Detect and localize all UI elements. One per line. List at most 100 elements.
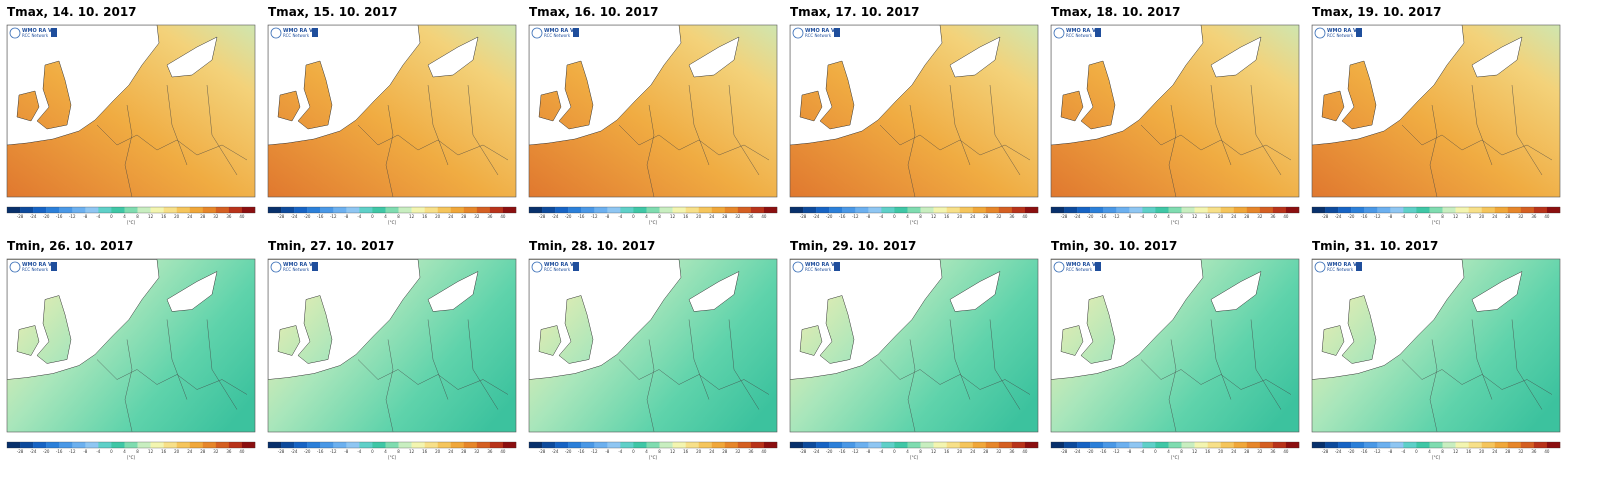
- colorbar-segment: [1207, 207, 1221, 213]
- colorbar-tick-label: -16: [56, 214, 63, 219]
- map-frame: [1311, 24, 1561, 198]
- colorbar-tick-label: 24: [448, 214, 454, 219]
- colorbar-segment: [268, 442, 282, 448]
- colorbar-segment: [1168, 207, 1182, 213]
- colorbar-tick-label: 36: [1009, 214, 1015, 219]
- logo-emblem: [792, 27, 804, 39]
- colorbar-unit: [°C]: [1171, 220, 1179, 225]
- colorbar-tick-label: 40: [1022, 214, 1028, 219]
- colorbar-segment: [972, 442, 986, 448]
- colorbar-tick-label: -4: [879, 449, 883, 454]
- colorbar-segment: [1142, 207, 1156, 213]
- logo-emblem: [531, 261, 543, 273]
- colorbar-tick-label: 4: [906, 214, 909, 219]
- colorbar-segment: [581, 442, 595, 448]
- colorbar-tick-label: -8: [866, 449, 870, 454]
- panel-title: Tmax, 17. 10. 2017: [790, 5, 920, 19]
- panel-title: Tmax, 16. 10. 2017: [529, 5, 659, 19]
- logo-badge: [1095, 28, 1101, 37]
- logo-network: RCC Network: [22, 267, 49, 272]
- colorbar-segment: [1442, 442, 1456, 448]
- colorbar-segment: [1325, 207, 1339, 213]
- colorbar-tick-label: 12: [1453, 449, 1459, 454]
- colorbar-tick-label: 4: [1167, 449, 1170, 454]
- colorbar-segment: [633, 442, 647, 448]
- colorbar-tick-label: 12: [409, 449, 415, 454]
- colorbar-frame: [1311, 441, 1561, 449]
- colorbar-tick-label: -4: [1140, 449, 1144, 454]
- logo-emblem: [1314, 261, 1326, 273]
- logo-network: RCC Network: [283, 33, 310, 38]
- colorbar-unit: [°C]: [1432, 220, 1440, 225]
- colorbar-segment: [946, 207, 960, 213]
- colorbar-tick-label: 40: [1544, 449, 1550, 454]
- logo-network: RCC Network: [805, 33, 832, 38]
- colorbar-segment: [829, 442, 843, 448]
- colorbar-tick-label: 20: [435, 449, 441, 454]
- colorbar-segment: [542, 207, 556, 213]
- colorbar-segment: [46, 442, 60, 448]
- colorbar-tick-label: 32: [735, 214, 741, 219]
- colorbar-segment: [959, 207, 973, 213]
- colorbar-segment: [607, 442, 621, 448]
- colorbar-segment: [1090, 442, 1104, 448]
- colorbar-tick-label: -8: [83, 449, 87, 454]
- colorbar-tick-label: 32: [996, 449, 1002, 454]
- colorbar-tick-label: 20: [957, 214, 963, 219]
- colorbar-segment: [763, 442, 778, 448]
- colorbar-tick-label: 8: [919, 214, 922, 219]
- colorbar-tick-label: -12: [69, 214, 76, 219]
- colorbar-segment: [176, 207, 190, 213]
- colorbar-tick-label: -24: [552, 214, 559, 219]
- colorbar-segment: [711, 442, 725, 448]
- colorbar-tick-label: -16: [1100, 214, 1107, 219]
- colorbar-segment: [816, 207, 830, 213]
- map-frame: [1050, 258, 1300, 433]
- colorbar-tick-label: -24: [291, 449, 298, 454]
- colorbar-tick-label: 20: [696, 449, 702, 454]
- colorbar-segment: [1533, 442, 1548, 448]
- colorbar-segment: [137, 207, 151, 213]
- colorbar-tick-label: -8: [1127, 214, 1131, 219]
- colorbar-tick-label: 36: [748, 449, 754, 454]
- colorbar-segment: [320, 207, 334, 213]
- colorbar-unit: [°C]: [127, 220, 135, 225]
- colorbar-tick-label: 20: [435, 214, 441, 219]
- colorbar-tick-label: -20: [43, 214, 50, 219]
- logo-emblem: [270, 27, 282, 39]
- colorbar-segment: [411, 207, 425, 213]
- colorbar-tick-label: -24: [30, 214, 37, 219]
- colorbar-tick-label: 8: [1180, 449, 1183, 454]
- colorbar-segment: [842, 442, 856, 448]
- map-frame: [789, 258, 1039, 433]
- colorbar-tick-label: 0: [893, 449, 896, 454]
- colorbar-tick-label: 24: [448, 449, 454, 454]
- colorbar-tick-label: -12: [1374, 214, 1381, 219]
- colorbar-segment: [568, 442, 582, 448]
- logo-emblem: [1053, 261, 1065, 273]
- colorbar-segment: [307, 442, 321, 448]
- colorbar-segment: [698, 442, 712, 448]
- logo-badge: [834, 28, 840, 37]
- colorbar-tick-label: -8: [344, 449, 348, 454]
- colorbar-segment: [894, 207, 908, 213]
- colorbar-tick-label: -20: [304, 449, 311, 454]
- colorbar-segment: [1129, 207, 1143, 213]
- colorbar-tick-label: 32: [1518, 449, 1524, 454]
- colorbar-segment: [189, 207, 203, 213]
- colorbar-segment: [920, 442, 934, 448]
- logo-emblem: [9, 27, 21, 39]
- colorbar-tick-label: 12: [1192, 214, 1198, 219]
- colorbar-segment: [1233, 442, 1247, 448]
- colorbar-tick-label: 36: [748, 214, 754, 219]
- colorbar-segment: [1272, 442, 1287, 448]
- colorbar-segment: [1129, 442, 1143, 448]
- colorbar-segment: [646, 207, 660, 213]
- colorbar-tick-label: 4: [123, 214, 126, 219]
- map-frame: [267, 258, 517, 433]
- colorbar-segment: [659, 207, 673, 213]
- colorbar-tick-label: 32: [1257, 214, 1263, 219]
